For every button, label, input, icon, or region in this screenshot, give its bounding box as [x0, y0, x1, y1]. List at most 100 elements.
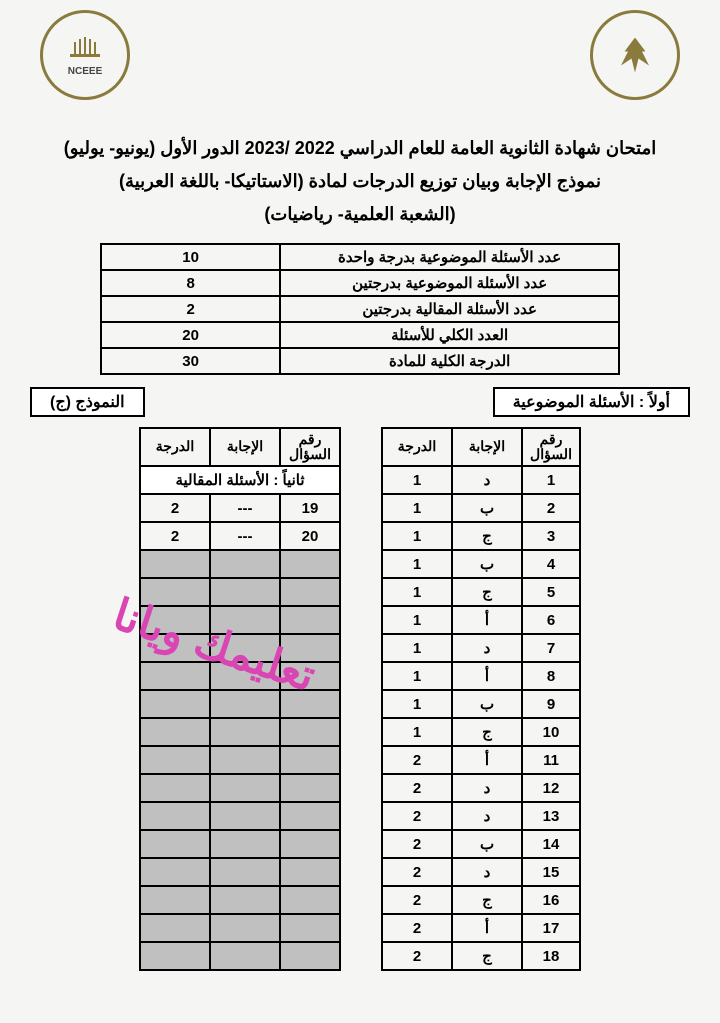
cell-q: [280, 802, 340, 830]
answer-row: 5ج1: [382, 578, 580, 606]
cell-d: [140, 690, 210, 718]
summary-row: العدد الكلي للأسئلة20: [101, 322, 619, 348]
cell-d: 2: [382, 830, 452, 858]
summary-label: الدرجة الكلية للمادة: [280, 348, 619, 374]
cell-q: [280, 606, 340, 634]
cell-d: 1: [382, 494, 452, 522]
cell-a: [210, 550, 280, 578]
summary-value: 30: [101, 348, 280, 374]
essay-row: [140, 634, 340, 662]
cell-a: د: [452, 858, 522, 886]
cell-d: 1: [382, 606, 452, 634]
cell-q: 7: [522, 634, 580, 662]
cell-a: أ: [452, 914, 522, 942]
cell-a: د: [452, 774, 522, 802]
answer-row: 3ج1: [382, 522, 580, 550]
cell-a: ---: [210, 522, 280, 550]
cell-d: [140, 942, 210, 970]
summary-value: 20: [101, 322, 280, 348]
cell-a: د: [452, 466, 522, 494]
cell-d: [140, 746, 210, 774]
essay-row: [140, 858, 340, 886]
cell-d: 2: [382, 914, 452, 942]
cell-d: 2: [382, 942, 452, 970]
cell-q: 12: [522, 774, 580, 802]
cell-q: 14: [522, 830, 580, 858]
cell-q: [280, 550, 340, 578]
header-logos: NCEEE: [30, 10, 690, 115]
cell-a: ج: [452, 942, 522, 970]
cell-a: د: [452, 634, 522, 662]
essay-row: [140, 606, 340, 634]
cell-q: 16: [522, 886, 580, 914]
cell-q: [280, 578, 340, 606]
cell-q: 15: [522, 858, 580, 886]
essay-row: [140, 774, 340, 802]
cell-a: [210, 578, 280, 606]
cell-a: [210, 746, 280, 774]
essay-row: 19---2: [140, 494, 340, 522]
section-header-left: النموذج (ج): [30, 387, 145, 417]
cell-d: 2: [382, 802, 452, 830]
cell-q: 5: [522, 578, 580, 606]
th-answer-l: الإجابة: [210, 428, 280, 466]
cell-d: [140, 606, 210, 634]
cell-q: [280, 690, 340, 718]
answer-table-left: رقم السؤال الإجابة الدرجة ثانياً : الأسئ…: [139, 427, 341, 971]
cell-a: ج: [452, 522, 522, 550]
cell-d: [140, 718, 210, 746]
cell-d: [140, 550, 210, 578]
essay-row: [140, 802, 340, 830]
cell-q: [280, 746, 340, 774]
th-answer: الإجابة: [452, 428, 522, 466]
answer-row: 1د1: [382, 466, 580, 494]
cell-a: [210, 774, 280, 802]
cell-a: [210, 718, 280, 746]
cell-a: [210, 886, 280, 914]
essay-row: [140, 830, 340, 858]
answer-row: 4ب1: [382, 550, 580, 578]
answer-row: 7د1: [382, 634, 580, 662]
answer-row: 8أ1: [382, 662, 580, 690]
answer-row: 15د2: [382, 858, 580, 886]
cell-d: 1: [382, 718, 452, 746]
summary-row: الدرجة الكلية للمادة30: [101, 348, 619, 374]
cell-q: [280, 718, 340, 746]
essay-row: 20---2: [140, 522, 340, 550]
cell-d: [140, 858, 210, 886]
answer-row: 2ب1: [382, 494, 580, 522]
section-header-right: أولاً : الأسئلة الموضوعية: [493, 387, 690, 417]
cell-a: [210, 662, 280, 690]
cell-d: 2: [140, 494, 210, 522]
cell-q: 10: [522, 718, 580, 746]
cell-q: [280, 886, 340, 914]
essay-row: [140, 550, 340, 578]
cell-q: [280, 774, 340, 802]
answer-row: 18ج2: [382, 942, 580, 970]
cell-a: أ: [452, 662, 522, 690]
summary-value: 2: [101, 296, 280, 322]
essay-row: [140, 662, 340, 690]
cell-q: 3: [522, 522, 580, 550]
cell-a: [210, 830, 280, 858]
cell-a: ب: [452, 690, 522, 718]
answer-row: 10ج1: [382, 718, 580, 746]
cell-a: [210, 942, 280, 970]
cell-q: [280, 858, 340, 886]
cell-q: 8: [522, 662, 580, 690]
summary-label: العدد الكلي للأسئلة: [280, 322, 619, 348]
cell-q: [280, 914, 340, 942]
essay-row: [140, 718, 340, 746]
essay-row: [140, 746, 340, 774]
summary-row: عدد الأسئلة الموضوعية بدرجة واحدة10: [101, 244, 619, 270]
summary-label: عدد الأسئلة المقالية بدرجتين: [280, 296, 619, 322]
answer-row: 12د2: [382, 774, 580, 802]
th-qnum-l: رقم السؤال: [280, 428, 340, 466]
cell-q: [280, 634, 340, 662]
cell-q: [280, 662, 340, 690]
cell-d: 1: [382, 466, 452, 494]
answer-row: 17أ2: [382, 914, 580, 942]
cell-a: أ: [452, 746, 522, 774]
answer-row: 14ب2: [382, 830, 580, 858]
cell-d: [140, 578, 210, 606]
